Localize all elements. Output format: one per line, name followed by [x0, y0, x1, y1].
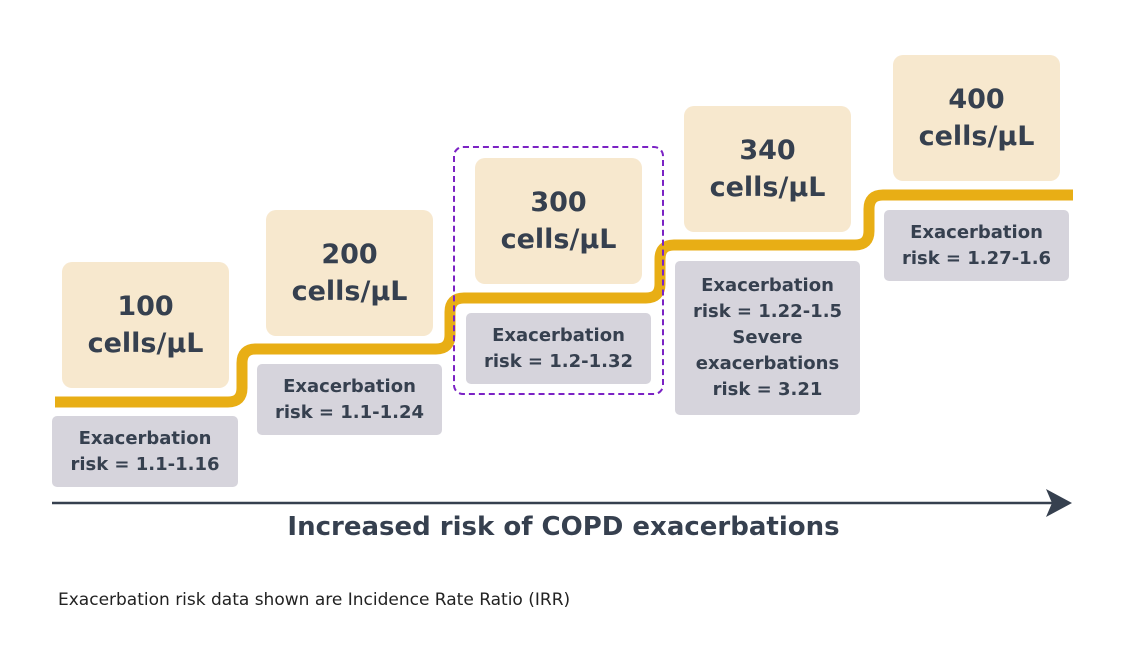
cell-count-value: 200: [321, 239, 378, 270]
cell-count-unit: cells/µL: [709, 172, 826, 203]
cell-count-unit: cells/µL: [291, 276, 408, 307]
cell-count-value: 100: [117, 291, 174, 322]
severe-risk-line: exacerbations: [695, 353, 840, 374]
cell-count-unit: cells/µL: [87, 328, 204, 359]
cell-count-box-400: 400 cells/µL: [893, 55, 1060, 181]
cell-count-box-100: 100 cells/µL: [62, 262, 229, 388]
footnote: Exacerbation risk data shown are Inciden…: [58, 590, 571, 610]
risk-box-200: Exacerbation risk = 1.1-1.24: [257, 364, 442, 435]
risk-line: risk = 1.2-1.32: [483, 350, 634, 372]
risk-line: Exacerbation: [701, 275, 834, 296]
cell-count-unit: cells/µL: [918, 121, 1035, 152]
cell-count-value: 400: [948, 84, 1005, 115]
risk-line: Exacerbation: [910, 221, 1043, 243]
cell-count-value: 300: [530, 187, 587, 218]
risk-box-340: Exacerbation risk = 1.22-1.5 Severe exac…: [675, 261, 860, 415]
cell-count-unit: cells/µL: [500, 224, 617, 255]
risk-line: Exacerbation: [78, 427, 212, 449]
staircase-line: [55, 189, 1073, 408]
highlight-frame-300: [453, 146, 664, 395]
risk-line: risk = 1.1-1.16: [70, 453, 220, 475]
cell-count-value: 340: [739, 135, 796, 166]
severe-risk-line: risk = 3.21: [712, 379, 823, 400]
cell-count-box-200: 200 cells/µL: [266, 210, 433, 336]
risk-line: Exacerbation: [492, 324, 625, 346]
risk-box-400: Exacerbation risk = 1.27-1.6: [884, 210, 1069, 281]
risk-line: risk = 1.1-1.24: [274, 401, 425, 423]
risk-line: Exacerbation: [283, 375, 416, 397]
risk-box-300: Exacerbation risk = 1.2-1.32: [466, 313, 651, 384]
risk-line: risk = 1.27-1.6: [901, 247, 1052, 269]
severe-risk-line: Severe: [732, 327, 803, 348]
axis-title: Increased risk of COPD exacerbations: [287, 512, 840, 542]
cell-count-box-300: 300 cells/µL: [475, 158, 642, 284]
risk-box-100: Exacerbation risk = 1.1-1.16: [52, 416, 238, 487]
cell-count-box-340: 340 cells/µL: [684, 106, 851, 232]
arrow-head-icon: [1046, 489, 1072, 517]
risk-line: risk = 1.22-1.5: [692, 301, 843, 322]
